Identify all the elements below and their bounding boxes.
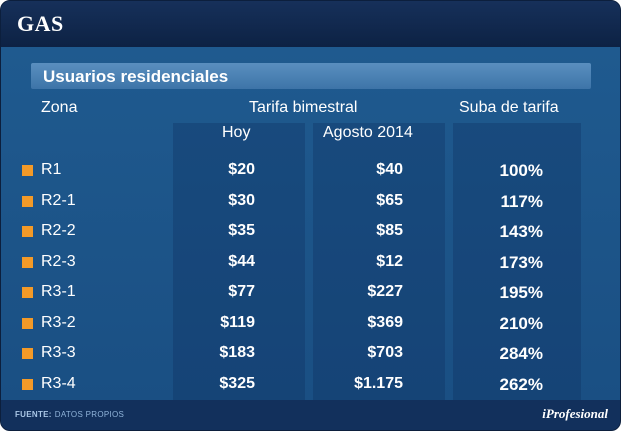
table-row: R3-3 $183 $703 284% bbox=[1, 341, 620, 367]
cell-zona: R3-2 bbox=[41, 313, 76, 331]
cell-suba: 284% bbox=[499, 344, 543, 363]
cell-suba: 210% bbox=[499, 313, 543, 333]
table-row: R1 $20 $40 100% bbox=[1, 158, 620, 184]
row-bullet-icon bbox=[22, 317, 33, 329]
cell-zona: R2-3 bbox=[41, 252, 76, 270]
row-bullet-icon bbox=[22, 348, 33, 359]
cell-hoy: $20 bbox=[228, 161, 255, 178]
cell-suba: 173% bbox=[499, 252, 543, 272]
cell-zona: R1 bbox=[41, 161, 62, 178]
table-area bbox=[1, 47, 620, 400]
header-tarifa-bimestral: Tarifa bimestral bbox=[249, 99, 358, 116]
source-value: DATOS PROPIOS bbox=[54, 410, 125, 419]
cell-suba: 117% bbox=[500, 191, 543, 211]
row-bullet-icon bbox=[22, 378, 33, 390]
source-note: FUENTE: DATOS PROPIOS bbox=[15, 410, 124, 419]
table-row: R2-2 $35 $85 143% bbox=[1, 219, 620, 245]
cell-suba: 143% bbox=[499, 222, 543, 241]
cell-zona: R3-1 bbox=[41, 283, 76, 300]
cell-agosto: $85 bbox=[376, 222, 403, 239]
cell-hoy: $35 bbox=[228, 222, 255, 239]
column-band-agosto bbox=[313, 123, 445, 401]
cell-agosto: $40 bbox=[376, 161, 403, 178]
row-bullet-icon bbox=[22, 287, 33, 298]
cell-zona: R2-2 bbox=[41, 222, 76, 239]
title-bar: GAS bbox=[1, 1, 620, 47]
source-label: FUENTE: bbox=[15, 410, 52, 419]
cell-hoy: $325 bbox=[219, 374, 255, 392]
cell-agosto: $65 bbox=[376, 191, 403, 209]
column-band-suba bbox=[453, 123, 581, 401]
table-row: R3-1 $77 $227 195% bbox=[1, 280, 620, 306]
header-suba-de-tarifa: Suba de tarifa bbox=[459, 99, 559, 116]
cell-zona: R3-4 bbox=[41, 374, 76, 392]
table-row: R3-4 $325 $1.175 262% bbox=[1, 372, 620, 398]
table-row: R2-1 $30 $65 117% bbox=[1, 189, 620, 215]
row-bullet-icon bbox=[22, 195, 33, 207]
publisher-logo: iProfesional bbox=[542, 406, 608, 421]
row-bullet-icon bbox=[22, 256, 33, 268]
cell-agosto: $227 bbox=[367, 283, 403, 300]
chart-title: GAS bbox=[17, 11, 64, 36]
section-title: Usuarios residenciales bbox=[43, 67, 229, 86]
table-row: R2-3 $44 $12 173% bbox=[1, 250, 620, 276]
row-bullet-icon bbox=[22, 165, 33, 176]
cell-agosto: $703 bbox=[367, 344, 403, 361]
cell-hoy: $119 bbox=[220, 313, 255, 331]
cell-hoy: $77 bbox=[228, 283, 255, 300]
section-bar: Usuarios residenciales bbox=[31, 63, 591, 89]
cell-suba: 100% bbox=[499, 161, 543, 180]
cell-agosto: $369 bbox=[367, 313, 403, 331]
cell-hoy: $44 bbox=[228, 252, 255, 270]
cell-suba: 262% bbox=[499, 374, 543, 394]
column-band-hoy bbox=[173, 123, 305, 401]
cell-suba: 195% bbox=[499, 283, 543, 302]
cell-hoy: $30 bbox=[228, 191, 255, 209]
cell-agosto: $1.175 bbox=[354, 374, 403, 392]
header-zona: Zona bbox=[41, 99, 78, 116]
row-bullet-icon bbox=[22, 226, 33, 237]
footer: FUENTE: DATOS PROPIOS iProfesional bbox=[1, 400, 620, 430]
header-agosto-2014: Agosto 2014 bbox=[323, 124, 413, 141]
cell-zona: R2-1 bbox=[41, 191, 76, 209]
cell-agosto: $12 bbox=[376, 252, 403, 270]
header-hoy: Hoy bbox=[222, 124, 251, 141]
table-row: R3-2 $119 $369 210% bbox=[1, 311, 620, 337]
cell-zona: R3-3 bbox=[41, 344, 76, 361]
cell-hoy: $183 bbox=[219, 344, 255, 361]
